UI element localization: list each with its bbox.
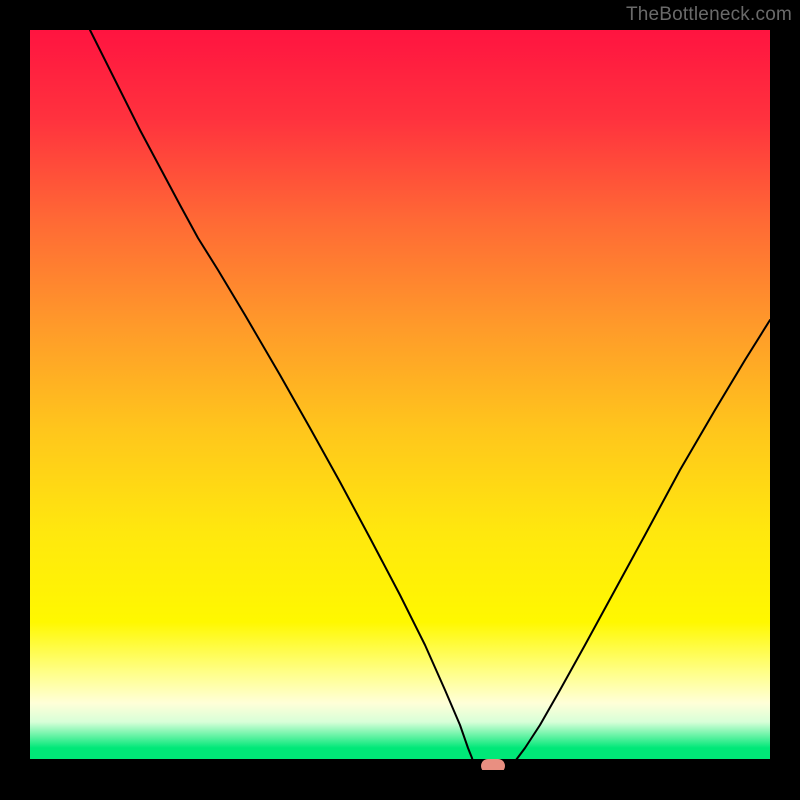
plot-area bbox=[30, 30, 770, 770]
minimum-marker bbox=[481, 759, 505, 770]
frame-border-left bbox=[0, 0, 30, 800]
frame-border-bottom bbox=[0, 770, 800, 800]
chart-stage: TheBottleneck.com bbox=[0, 0, 800, 800]
bottleneck-curve bbox=[30, 30, 770, 770]
watermark-text: TheBottleneck.com bbox=[626, 4, 792, 26]
frame-border-right bbox=[770, 0, 800, 800]
curve-path bbox=[90, 30, 770, 770]
